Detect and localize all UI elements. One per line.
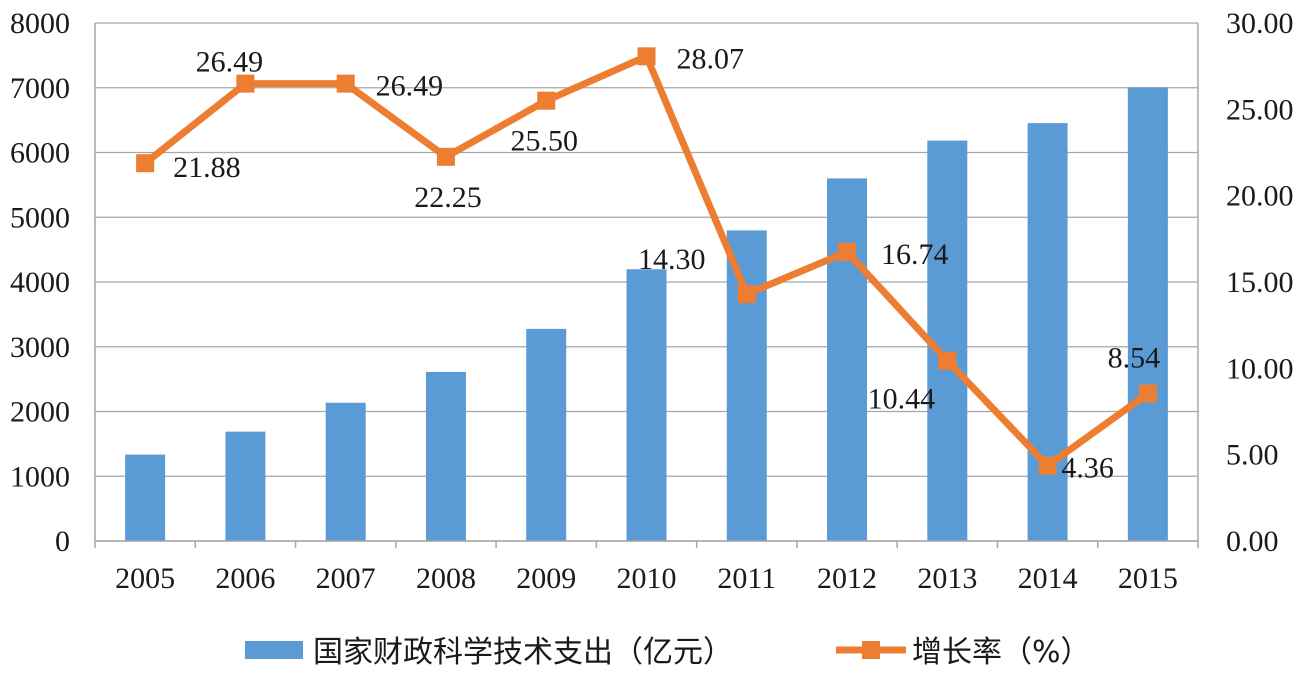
bar-2007 <box>325 402 366 541</box>
line-marker-2014 <box>1038 456 1057 475</box>
line-marker-2006 <box>236 74 255 93</box>
x-tick-label: 2010 <box>617 562 677 595</box>
left-tick-label: 0 <box>55 525 70 558</box>
line-marker-2011 <box>737 285 756 304</box>
x-tick-label: 2005 <box>115 562 175 595</box>
data-label-2014: 4.36 <box>1061 452 1114 485</box>
left-tick-label: 7000 <box>10 72 70 105</box>
data-label-2007: 26.49 <box>376 70 444 103</box>
bar-2013 <box>927 140 968 541</box>
left-tick-label: 6000 <box>10 137 70 170</box>
legend-item-bar: 国家财政科学技术支出（亿元） <box>245 635 733 670</box>
data-label-2010: 28.07 <box>677 42 745 75</box>
x-tick-label: 2012 <box>817 562 877 595</box>
data-label-2011: 14.30 <box>638 243 706 276</box>
x-tick-label: 2009 <box>516 562 576 595</box>
x-tick-label: 2011 <box>717 562 776 595</box>
data-labels: 21.88 26.49 26.49 22.25 25.50 28.07 14.30 16.74… <box>173 42 1160 484</box>
line-marker-2012 <box>838 242 857 261</box>
line-marker-2007 <box>336 74 355 93</box>
data-label-2015: 8.54 <box>1108 342 1161 375</box>
data-label-2005: 21.88 <box>173 151 241 184</box>
x-tick-label: 2013 <box>917 562 977 595</box>
bar-2005 <box>125 454 166 541</box>
bar-series <box>125 87 1168 542</box>
x-tick-label: 2007 <box>316 562 376 595</box>
left-y-axis: 0 1000 2000 3000 4000 5000 6000 7000 8000 <box>10 7 96 558</box>
right-tick-label: 15.00 <box>1226 266 1294 299</box>
left-tick-label: 3000 <box>10 331 70 364</box>
bar-2008 <box>425 371 466 541</box>
bar-2015 <box>1127 87 1168 542</box>
x-tick-label: 2015 <box>1118 562 1178 595</box>
line-marker-2015 <box>1138 384 1157 403</box>
legend-bar-swatch <box>245 641 303 659</box>
line-marker-2009 <box>537 91 556 110</box>
legend-item-line: 增长率（%） <box>836 635 1091 670</box>
data-label-2013: 10.44 <box>868 383 936 416</box>
right-tick-label: 10.00 <box>1226 352 1294 385</box>
x-tick-label: 2014 <box>1018 562 1078 595</box>
data-label-2008: 22.25 <box>414 181 482 214</box>
x-axis: 2005 2006 2007 2008 2009 2010 2011 2012 2013 2014… <box>94 540 1199 595</box>
line-marker-2005 <box>136 154 155 173</box>
right-tick-label: 25.00 <box>1226 93 1294 126</box>
line-marker-2010 <box>637 47 656 66</box>
right-tick-label: 20.00 <box>1226 180 1294 213</box>
bar-2009 <box>526 328 567 541</box>
right-tick-label: 5.00 <box>1226 439 1279 472</box>
left-tick-label: 1000 <box>10 460 70 493</box>
bar-2010 <box>626 269 667 541</box>
right-tick-label: 0.00 <box>1226 525 1279 558</box>
legend: 国家财政科学技术支出（亿元） 增长率（%） <box>245 635 1091 670</box>
bar-2011 <box>726 230 767 541</box>
legend-line-label: 增长率（%） <box>912 635 1091 670</box>
legend-bar-label: 国家财政科学技术支出（亿元） <box>313 635 733 670</box>
right-tick-label: 30.00 <box>1226 7 1294 40</box>
left-tick-label: 5000 <box>10 201 70 234</box>
line-marker-2008 <box>436 147 455 166</box>
legend-line-marker <box>862 641 880 659</box>
right-y-axis: 0.00 5.00 10.00 15.00 20.00 25.00 30.00 <box>1197 7 1294 558</box>
data-label-2006: 26.49 <box>196 46 264 79</box>
data-label-2009: 25.50 <box>510 125 578 158</box>
left-tick-label: 8000 <box>10 7 70 40</box>
x-tick-label: 2006 <box>215 562 275 595</box>
line-marker-2013 <box>938 351 957 370</box>
line-series <box>136 47 1157 475</box>
left-tick-label: 2000 <box>10 396 70 429</box>
left-tick-label: 4000 <box>10 266 70 299</box>
bar-2006 <box>225 431 266 541</box>
data-label-2012: 16.74 <box>881 238 949 271</box>
x-tick-label: 2008 <box>416 562 476 595</box>
bar-2012 <box>827 178 868 541</box>
